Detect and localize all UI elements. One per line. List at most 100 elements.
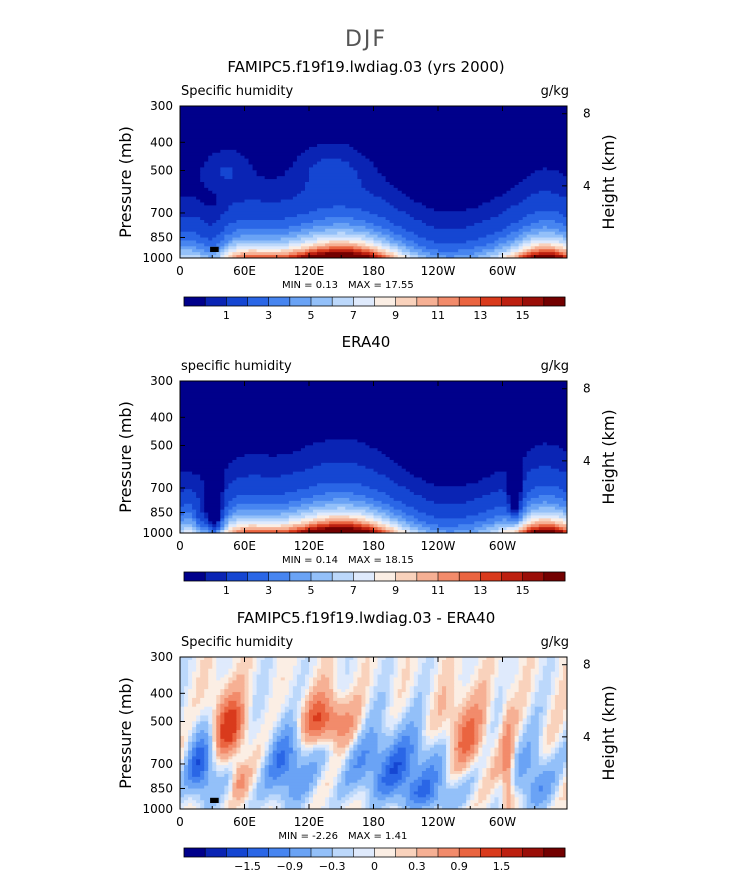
contour-cell bbox=[208, 741, 213, 746]
contour-cell bbox=[421, 715, 427, 719]
contour-cell bbox=[506, 782, 512, 787]
contour-cell bbox=[498, 243, 512, 247]
contour-cell bbox=[321, 779, 334, 784]
contour-cell bbox=[317, 240, 330, 244]
contour-cell bbox=[236, 779, 246, 784]
contour-cell bbox=[224, 486, 229, 490]
contour-cell bbox=[276, 671, 294, 676]
contour-cell bbox=[478, 724, 483, 728]
contour-cell bbox=[530, 709, 536, 714]
contour-cell bbox=[321, 712, 330, 717]
contour-cell bbox=[438, 697, 447, 702]
contour-cell bbox=[417, 530, 427, 533]
contour-cell bbox=[466, 762, 471, 766]
contour-cell bbox=[268, 697, 286, 702]
contour-cell bbox=[454, 255, 479, 258]
contour-cell bbox=[228, 246, 238, 250]
contour-cell bbox=[562, 712, 567, 717]
contour-cell bbox=[216, 668, 229, 673]
contour-cell bbox=[208, 738, 213, 743]
contour-cell bbox=[530, 255, 536, 258]
contour-cell bbox=[200, 697, 217, 702]
contour-cell bbox=[526, 715, 532, 719]
contour-cell bbox=[260, 776, 266, 781]
contour-cell bbox=[337, 779, 342, 784]
y2-tick-label: 4 bbox=[583, 730, 591, 744]
contour-cell bbox=[200, 474, 225, 479]
contour-cell bbox=[554, 689, 560, 693]
contour-cell bbox=[196, 806, 201, 809]
contour-cell bbox=[300, 662, 310, 667]
contour-cell bbox=[562, 173, 567, 177]
x-tick-label: 60W bbox=[489, 539, 516, 553]
contour-cell bbox=[280, 474, 387, 479]
contour-cell bbox=[184, 776, 189, 781]
contour-cell bbox=[494, 747, 500, 752]
contour-cell bbox=[494, 765, 504, 769]
contour-cell bbox=[401, 680, 407, 684]
contour-cell bbox=[296, 730, 302, 734]
contour-cell bbox=[212, 744, 217, 749]
contour-cell bbox=[409, 791, 415, 795]
contour-cell bbox=[546, 806, 552, 809]
contour-cell bbox=[562, 214, 567, 218]
contour-cell bbox=[538, 506, 556, 511]
contour-cell bbox=[321, 158, 342, 163]
contour-cell bbox=[180, 184, 205, 189]
contour-cell bbox=[389, 756, 407, 760]
contour-cell bbox=[333, 680, 338, 684]
contour-cell bbox=[385, 709, 391, 714]
contour-cell bbox=[438, 671, 443, 676]
colorbar-label: 3 bbox=[265, 584, 272, 597]
contour-cell bbox=[550, 695, 556, 699]
contour-cell bbox=[502, 753, 512, 757]
contour-cell bbox=[514, 747, 520, 752]
contour-cell bbox=[224, 492, 286, 496]
contour-cell bbox=[506, 471, 524, 476]
contour-cell bbox=[534, 659, 540, 664]
contour-cell bbox=[482, 773, 487, 778]
contour-cell bbox=[180, 671, 189, 676]
contour-cell bbox=[522, 788, 532, 793]
contour-cell bbox=[506, 208, 567, 212]
contour-cell bbox=[208, 674, 217, 679]
contour-cell bbox=[530, 695, 536, 699]
contour-cell bbox=[538, 518, 552, 522]
contour-cell bbox=[292, 712, 298, 717]
contour-cell bbox=[236, 709, 242, 714]
contour-cell bbox=[486, 771, 492, 775]
contour-cell bbox=[333, 747, 346, 752]
contour-cell bbox=[385, 697, 391, 702]
contour-cell bbox=[232, 671, 250, 676]
contour-cell bbox=[200, 662, 213, 667]
contour-cell bbox=[381, 659, 395, 664]
contour-cell bbox=[236, 730, 242, 734]
contour-cell bbox=[188, 680, 193, 684]
contour-cell bbox=[180, 483, 205, 487]
contour-cell bbox=[300, 255, 310, 258]
contour-cell bbox=[200, 803, 205, 807]
contour-cell bbox=[228, 255, 234, 258]
contour-cell bbox=[228, 680, 234, 684]
contour-cell bbox=[433, 700, 439, 705]
contour-cell bbox=[478, 785, 483, 790]
contour-cell bbox=[337, 730, 350, 734]
contour-cell bbox=[268, 773, 282, 778]
contour-cell bbox=[526, 721, 532, 725]
contour-cell bbox=[546, 756, 556, 760]
contour-cell bbox=[260, 756, 266, 760]
contour-cell bbox=[502, 706, 508, 711]
contour-cell bbox=[200, 718, 209, 722]
contour-cell bbox=[373, 683, 379, 687]
contour-cell bbox=[526, 521, 532, 525]
contour-cell bbox=[184, 518, 193, 522]
contour-cell bbox=[196, 718, 201, 722]
contour-cell bbox=[353, 747, 358, 752]
contour-cell bbox=[558, 170, 567, 174]
contour-cell bbox=[260, 709, 270, 714]
colorbar-swatch bbox=[543, 572, 566, 581]
contour-cell bbox=[349, 692, 367, 696]
contour-cell bbox=[365, 243, 375, 247]
contour-cell bbox=[542, 785, 552, 790]
contour-cell bbox=[405, 706, 411, 711]
